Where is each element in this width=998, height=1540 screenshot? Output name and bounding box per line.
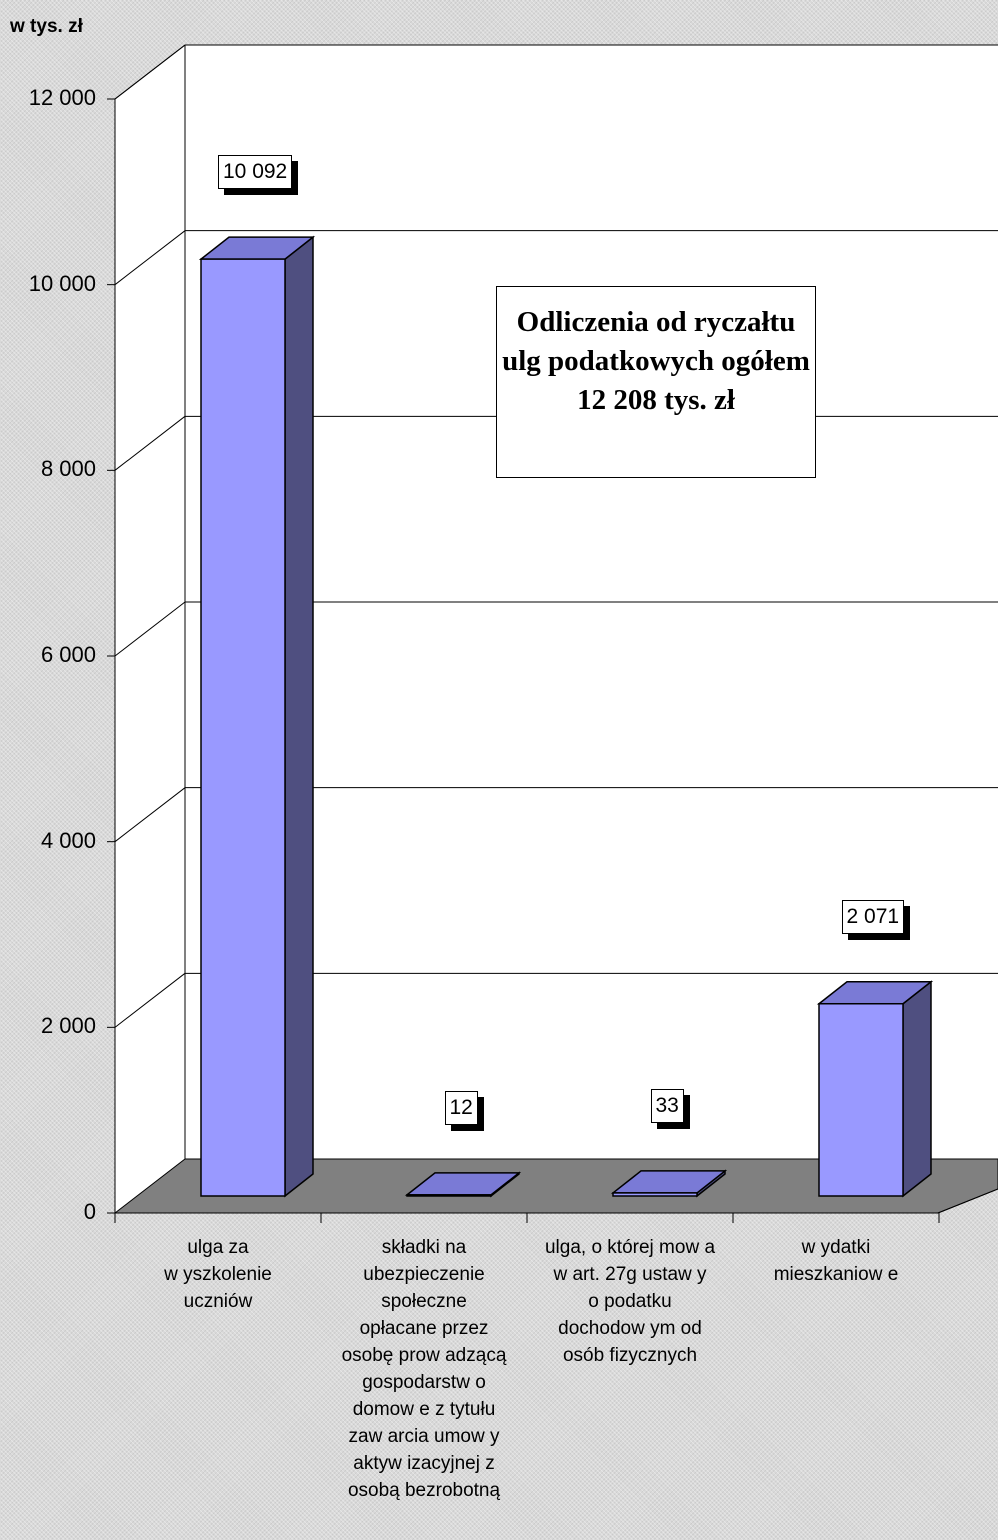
bar <box>816 980 934 1198</box>
x-category-label: w ydatki mieszkaniow e <box>773 1237 899 1285</box>
bar-front <box>612 1192 698 1197</box>
y-axis-unit-label: w tys. zł <box>10 16 83 37</box>
gridline-diagonal <box>114 230 186 286</box>
gridline-diagonal <box>114 972 186 1028</box>
y-tick-label: 12 000 <box>28 85 96 110</box>
bar-front <box>406 1194 492 1197</box>
x-category-label: ulga, o której mow a w art. 27g ustaw y … <box>544 1237 716 1366</box>
gridline-diagonal <box>114 44 186 100</box>
y-tick-label: 2 000 <box>40 1013 96 1039</box>
x-category-label: ulga za w yszkolenie uczniów <box>164 1237 272 1312</box>
bar-front <box>818 1002 904 1197</box>
y-tick-label: 6 000 <box>40 642 96 667</box>
data-label: 2 071 <box>841 899 905 934</box>
data-label: 12 <box>444 1090 478 1125</box>
bar-front <box>200 258 286 1197</box>
y-tick-label: 8 000 <box>40 456 96 482</box>
bar <box>198 235 316 1198</box>
total-annotation-box: Odliczenia od ryczałtu ulg podatkowych o… <box>496 286 816 478</box>
data-label: 33 <box>650 1088 684 1123</box>
y-tick-label: 4 000 <box>40 827 96 853</box>
bar <box>610 1169 728 1198</box>
axes <box>107 98 998 1223</box>
bar-side <box>284 235 314 1198</box>
gridline-diagonal <box>114 787 186 843</box>
bar <box>404 1171 522 1198</box>
y-tick-label: 10 000 <box>28 270 96 296</box>
x-category-label: składki na ubezpieczenie społeczne opłac… <box>341 1237 507 1501</box>
data-label: 10 092 <box>218 155 293 190</box>
gridline-diagonal <box>114 601 186 657</box>
bars <box>198 235 934 1198</box>
y-tick-label: 0 <box>83 1199 96 1224</box>
x-axis-depth-edge <box>937 1188 998 1214</box>
bar-side <box>902 980 932 1198</box>
gridline-diagonal <box>114 415 186 471</box>
